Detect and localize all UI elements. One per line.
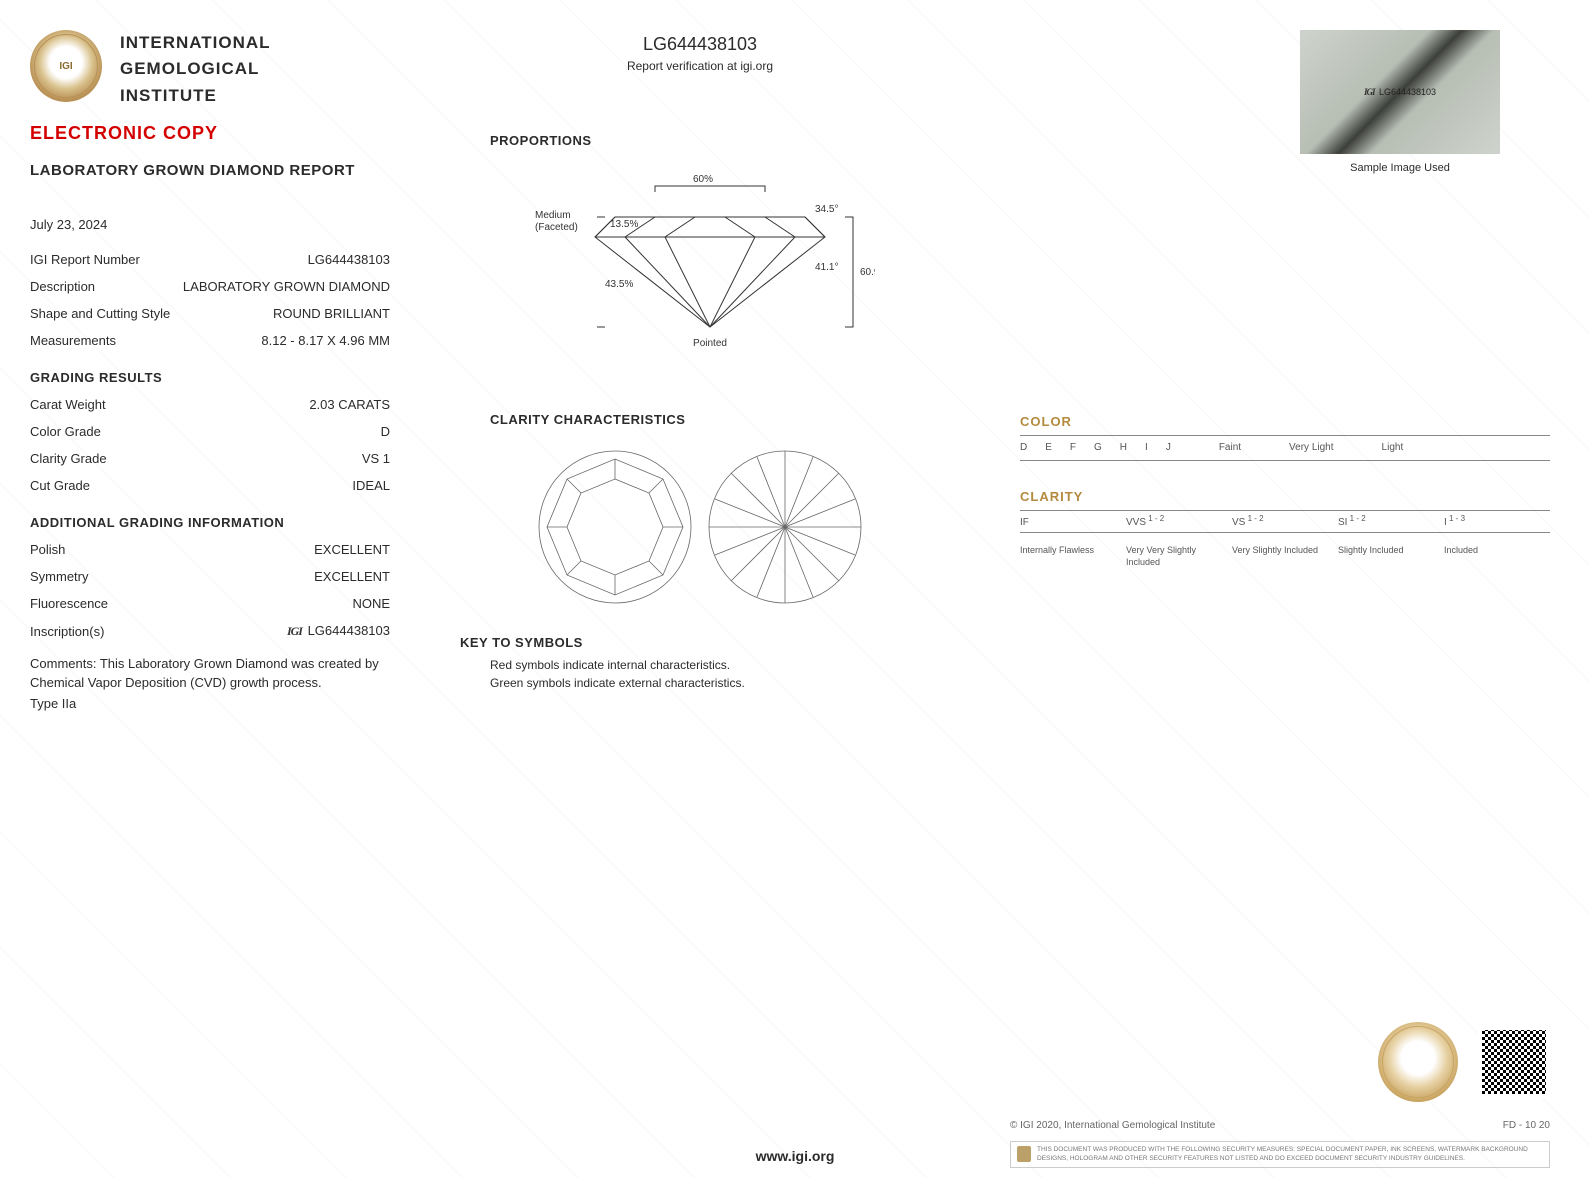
pavilion-angle: 41.1° — [815, 262, 838, 273]
color-f: F — [1070, 442, 1076, 453]
clarity-top-view — [535, 447, 695, 607]
shape-label: Shape and Cutting Style — [30, 306, 170, 321]
description-value: LABORATORY GROWN DIAMOND — [183, 279, 390, 294]
color-d: D — [1020, 442, 1027, 453]
polish-value: EXCELLENT — [314, 542, 390, 557]
polish-label: Polish — [30, 542, 65, 557]
security-disclaimer: THIS DOCUMENT WAS PRODUCED WITH THE FOLL… — [1010, 1141, 1550, 1168]
color-e: E — [1045, 442, 1052, 453]
crown-height: 13.5% — [610, 219, 638, 230]
igi-seal-icon: IGI — [30, 30, 102, 102]
inscription-label: Inscription(s) — [30, 624, 104, 639]
color-h: H — [1120, 442, 1127, 453]
inscription-value: IGI LG644438103 — [287, 623, 390, 639]
description-label: Description — [30, 279, 95, 294]
proportions-diagram: 60% 34.5° 41.1° 60.9% 13.5% 43.5% Medium… — [525, 162, 875, 352]
clarity-desc: Internally Flawless — [1020, 539, 1126, 568]
report-date: July 23, 2024 — [30, 217, 390, 232]
disclaimer-text: THIS DOCUMENT WAS PRODUCED WITH THE FOLL… — [1037, 1146, 1543, 1163]
carat-value: 2.03 CARATS — [309, 397, 390, 412]
fluorescence-label: Fluorescence — [30, 596, 108, 611]
color-scale-row: D E F G H I J Faint Very Light Light — [1020, 442, 1550, 457]
org-line3: INSTITUTE — [120, 83, 271, 109]
clarity-grade-value: VS 1 — [362, 451, 390, 466]
measurements-label: Measurements — [30, 333, 116, 348]
type-text: Type IIa — [30, 695, 390, 714]
color-i: I — [1145, 442, 1148, 453]
color-grade-label: Color Grade — [30, 424, 101, 439]
cut-grade-value: IDEAL — [352, 478, 390, 493]
additional-info-head: ADDITIONAL GRADING INFORMATION — [30, 515, 390, 530]
igi-seal-small-icon — [1378, 1022, 1458, 1102]
color-grade-value: D — [381, 424, 390, 439]
clarity-desc-row: Internally FlawlessVery Very Slightly In… — [1020, 539, 1550, 568]
key-to-symbols-title: KEY TO SYMBOLS — [460, 635, 940, 650]
clarity-desc: Very Very Slightly Included — [1126, 539, 1232, 568]
clarity-scale-title: CLARITY — [1020, 489, 1550, 504]
key-line-1: Red symbols indicate internal characteri… — [490, 656, 940, 674]
clarity-grade-label: Clarity Grade — [30, 451, 107, 466]
copyright-text: © IGI 2020, International Gemological In… — [1010, 1120, 1215, 1131]
girdle-sub: (Faceted) — [535, 222, 578, 233]
header-verify-text: Report verification at igi.org — [460, 59, 940, 73]
clarity-scale-row: IF VVS 1 - 2VS 1 - 2SI 1 - 2I 1 - 3 — [1020, 517, 1550, 528]
org-name: INTERNATIONAL GEMOLOGICAL INSTITUTE — [120, 30, 271, 109]
total-depth: 60.9% — [860, 267, 875, 278]
org-line2: GEMOLOGICAL — [120, 56, 271, 82]
clarity-col: I 1 - 3 — [1444, 517, 1550, 528]
sample-image-caption: Sample Image Used — [1300, 162, 1500, 174]
crown-angle: 34.5° — [815, 204, 838, 215]
color-g: G — [1094, 442, 1102, 453]
shape-value: ROUND BRILLIANT — [273, 306, 390, 321]
report-title: LABORATORY GROWN DIAMOND REPORT — [30, 162, 390, 179]
sample-inscription-photo: IGI LG644438103 — [1300, 30, 1500, 154]
color-faint: Faint — [1219, 442, 1241, 453]
clarity-bottom-view — [705, 447, 865, 607]
table-pct: 60% — [693, 174, 713, 185]
clarity-diagrams — [460, 447, 940, 607]
clarity-col: SI 1 - 2 — [1338, 517, 1444, 528]
culet-label: Pointed — [693, 338, 727, 349]
electronic-copy-label: ELECTRONIC COPY — [30, 123, 390, 144]
header-report-number: LG644438103 — [460, 34, 940, 55]
report-number-label: IGI Report Number — [30, 252, 140, 267]
color-verylight: Very Light — [1289, 442, 1333, 453]
grading-results-head: GRADING RESULTS — [30, 370, 390, 385]
logo-block: IGI INTERNATIONAL GEMOLOGICAL INSTITUTE — [30, 30, 390, 109]
igi-monogram-icon: IGI — [287, 624, 302, 639]
sample-inscription-text: LG644438103 — [1379, 87, 1436, 97]
cut-grade-label: Cut Grade — [30, 478, 90, 493]
header-block: LG644438103 Report verification at igi.o… — [460, 34, 940, 73]
color-j: J — [1166, 442, 1171, 453]
qr-code-icon — [1478, 1026, 1550, 1098]
lock-document-icon — [1017, 1146, 1031, 1162]
form-code: FD - 10 20 — [1503, 1120, 1550, 1131]
clarity-desc: Slightly Included — [1338, 539, 1444, 568]
clarity-col: VVS 1 - 2 — [1126, 517, 1232, 528]
symmetry-value: EXCELLENT — [314, 569, 390, 584]
proportions-title: PROPORTIONS — [490, 133, 940, 148]
fluorescence-value: NONE — [352, 596, 390, 611]
clarity-char-title: CLARITY CHARACTERISTICS — [490, 412, 940, 427]
report-number-value: LG644438103 — [308, 252, 390, 267]
key-line-2: Green symbols indicate external characte… — [490, 674, 940, 692]
carat-label: Carat Weight — [30, 397, 106, 412]
clarity-col: IF — [1020, 517, 1126, 528]
color-scale-title: COLOR — [1020, 414, 1550, 429]
pavilion-depth: 43.5% — [605, 279, 633, 290]
comments-text: Comments: This Laboratory Grown Diamond … — [30, 655, 390, 693]
clarity-desc: Very Slightly Included — [1232, 539, 1338, 568]
org-line1: INTERNATIONAL — [120, 30, 271, 56]
symmetry-label: Symmetry — [30, 569, 89, 584]
clarity-desc: Included — [1444, 539, 1550, 568]
girdle-label: Medium — [535, 210, 571, 221]
clarity-col: VS 1 - 2 — [1232, 517, 1338, 528]
color-light: Light — [1382, 442, 1404, 453]
inscription-number: LG644438103 — [308, 623, 390, 638]
measurements-value: 8.12 - 8.17 X 4.96 MM — [261, 333, 390, 348]
footer-url: www.igi.org — [756, 1148, 835, 1164]
